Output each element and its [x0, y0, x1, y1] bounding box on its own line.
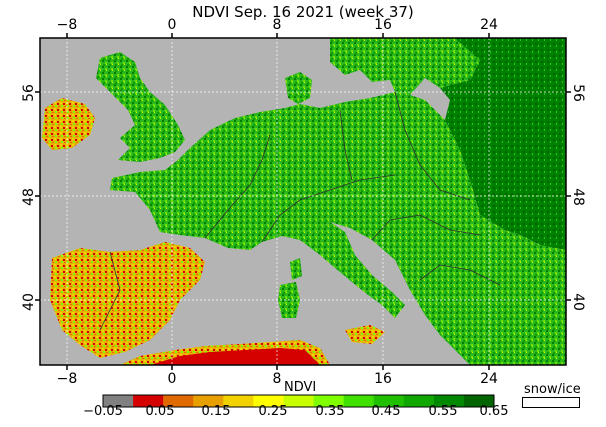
italy-land [300, 222, 405, 318]
denmark-land [285, 72, 312, 104]
colorbar-tick-label: 0.25 [258, 404, 288, 419]
colorbar-tick-label: 0.45 [371, 404, 401, 419]
lon-tick-top: 16 [374, 17, 392, 33]
lon-tick-bottom: −8 [56, 371, 78, 387]
map-title: NDVI Sep. 16 2021 (week 37) [192, 3, 414, 21]
colorbar-tick-label: 0.55 [428, 404, 458, 419]
balkans-land [395, 260, 530, 365]
lon-tick-bottom: 24 [480, 371, 498, 387]
colorbar-title: NDVI [284, 380, 317, 395]
frame-ticks [35, 33, 571, 370]
country-borders [99, 91, 501, 331]
corsica-land [290, 258, 302, 280]
lon-tick-top: 8 [272, 17, 282, 33]
mainland-europe-land [110, 92, 566, 365]
colorbar-swatch [463, 395, 495, 407]
colorbar-swatch [193, 395, 224, 407]
colorbar-swatch [403, 395, 435, 407]
lon-tick-bottom: 16 [374, 371, 392, 387]
colorbar-swatch [283, 395, 314, 407]
colorbar-outline [102, 394, 495, 408]
colorbar-tick-label: −0.05 [83, 404, 123, 419]
colorbar-swatch [343, 395, 374, 407]
colorbar-swatch [103, 395, 134, 407]
colorbar-tick-label: 0.15 [201, 404, 231, 419]
colorbar-swatch [133, 395, 164, 407]
lon-tick-bottom: 8 [272, 371, 282, 387]
lon-tick-top: 24 [480, 17, 498, 33]
colorbar-swatch [223, 395, 254, 407]
north-africa-red [150, 348, 320, 365]
colorbar-swatch [373, 395, 405, 407]
snow-ice-label: snow/ice [524, 382, 581, 397]
great-britain-land [96, 52, 185, 162]
ndvi-colorbar [102, 394, 495, 408]
colorbar-tick-label: 0.65 [479, 404, 509, 419]
lon-tick-top: 0 [167, 17, 177, 33]
eastern-land [440, 38, 566, 250]
scandinavia-land [330, 38, 480, 95]
colorbar-swatch [433, 395, 465, 407]
sicily-land [345, 325, 385, 344]
colorbar-tick-label: 0.35 [315, 404, 345, 419]
lon-tick-top: −8 [56, 17, 78, 33]
lon-tick-bottom: 0 [167, 371, 177, 387]
colorbar-swatch [253, 395, 284, 407]
graticule [40, 38, 566, 365]
snow-ice-swatch [522, 397, 580, 408]
colorbar-swatch [163, 395, 194, 407]
colorbar-tick-label: 0.05 [145, 404, 175, 419]
ireland-land [42, 98, 95, 150]
colorbar-swatch [313, 395, 344, 407]
iberia-land [50, 242, 205, 358]
map-frame [39, 37, 567, 366]
